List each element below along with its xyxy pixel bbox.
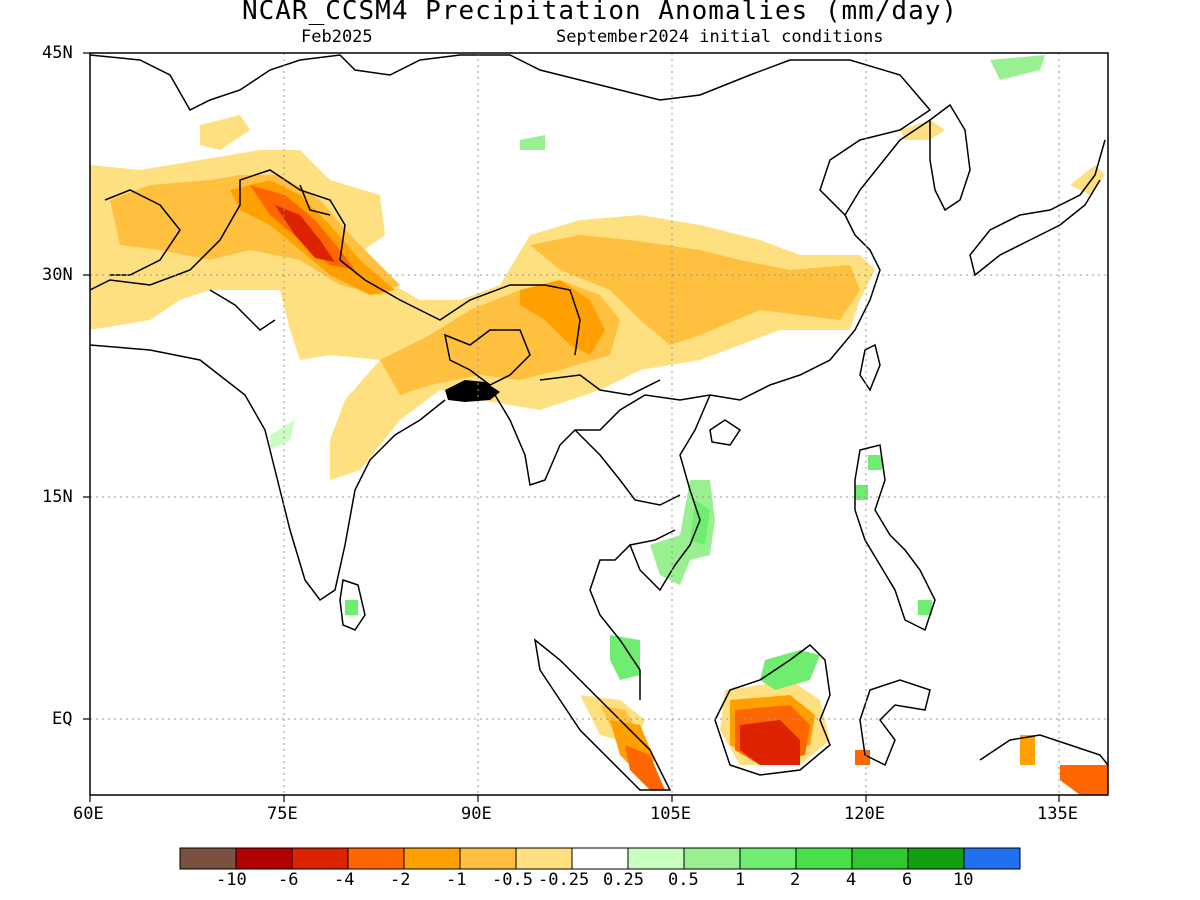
colorbar-label: 10 (953, 870, 974, 890)
colorbar-swatch (347, 847, 405, 870)
mekong-region-borders (574, 429, 681, 546)
china-coastline (709, 119, 931, 401)
colorbar-label: -1 (446, 870, 467, 890)
colorbar-label: -2 (390, 870, 411, 890)
lon-label-90e: 90E (461, 804, 492, 824)
anomaly-extreme-himalaya (275, 205, 335, 262)
colorbar-swatch (739, 847, 797, 870)
colorbar-label: -6 (278, 870, 299, 890)
anomaly-strong-newguinea (1020, 735, 1035, 765)
srilanka-outline (339, 579, 366, 631)
himalaya-boundary (90, 169, 581, 356)
india-coastline (90, 344, 446, 602)
indochina-coastline (589, 394, 711, 700)
anomaly-wet-borneo-north (760, 650, 820, 690)
colorbar-swatch (179, 847, 237, 870)
map-frame (89, 52, 1109, 796)
colorbar-label: 1 (735, 870, 746, 890)
colorbar-label: 6 (902, 870, 913, 890)
colorbar-label: -10 (216, 870, 247, 890)
bay-of-bengal-east-coast (494, 394, 711, 486)
axis-ticks (83, 52, 1060, 802)
lon-label-60e: 60E (73, 804, 104, 824)
lon-label-75e: 75E (267, 804, 298, 824)
colorbar-swatch (403, 847, 461, 870)
newguinea-outline (979, 734, 1108, 766)
anomaly-wet-mindanao (918, 600, 932, 615)
colorbar-swatch (515, 847, 573, 870)
colorbar-swatch (459, 847, 517, 870)
colorbar-swatch (963, 847, 1021, 870)
initial-conditions-label: September2024 initial conditions (556, 27, 884, 47)
colorbar-swatch (907, 847, 965, 870)
anomaly-very-strong-sulawesi (855, 750, 870, 765)
colorbar-label: 4 (846, 870, 857, 890)
taiwan-outline (859, 343, 881, 392)
anomaly-very-strong-east (1060, 765, 1108, 795)
lon-label-135e: 135E (1037, 804, 1078, 824)
lat-label-45n: 45N (42, 43, 73, 63)
graticule (90, 53, 1108, 795)
colorbar-swatch (683, 847, 741, 870)
anomaly-light-philippine (900, 120, 945, 140)
lat-label-30n: 30N (42, 265, 73, 285)
lat-label-15n: 15N (42, 487, 73, 507)
lon-label-120e: 120E (844, 804, 885, 824)
philippines-outline (854, 444, 936, 632)
colorbar-label: -0.5 (492, 870, 533, 890)
colorbar-swatch (627, 847, 685, 870)
sumatra-outline (533, 638, 672, 791)
anomaly-field (90, 55, 1108, 795)
borneo-outline (714, 644, 831, 776)
forecast-month: Feb2025 (301, 27, 373, 47)
anomaly-wet-srilanka (345, 600, 358, 615)
anomaly-wet-india (270, 420, 295, 450)
colorbar-swatch (795, 847, 853, 870)
anomaly-light-kazakh (200, 115, 250, 150)
colorbar-label: 0.25 (603, 870, 644, 890)
colorbar-label: 0.5 (668, 870, 699, 890)
japan-outline (969, 139, 1106, 277)
anomaly-wet-luzon (855, 455, 882, 500)
asia-north-borders (90, 54, 932, 216)
colorbar-swatch (851, 847, 909, 870)
hainan-outline (709, 419, 742, 446)
colorbar-swatch (571, 847, 629, 870)
anomaly-wet-north (520, 55, 1045, 150)
colorbar (179, 847, 1021, 870)
sundarbans-landmask (445, 380, 500, 402)
anomaly-band-strong (230, 180, 605, 355)
colorbar-label: 2 (790, 870, 801, 890)
sulawesi-outline (859, 679, 931, 767)
colorbar-label: -0.25 (538, 870, 590, 890)
colorbar-swatch (235, 847, 293, 870)
lon-label-105e: 105E (650, 804, 691, 824)
colorbar-label: -4 (334, 870, 355, 890)
south-asia-interior-borders (104, 184, 661, 396)
coastlines (90, 54, 1108, 791)
anomaly-extreme-borneo (740, 720, 800, 765)
map-title: NCAR_CCSM4 Precipitation Anomalies (mm/d… (241, 0, 959, 26)
lat-label-eq: EQ (52, 709, 73, 729)
anomaly-very-strong-sumatra (625, 745, 665, 790)
colorbar-swatch (291, 847, 349, 870)
korea-outline (929, 103, 971, 212)
anomaly-wet-malaya (610, 635, 640, 680)
